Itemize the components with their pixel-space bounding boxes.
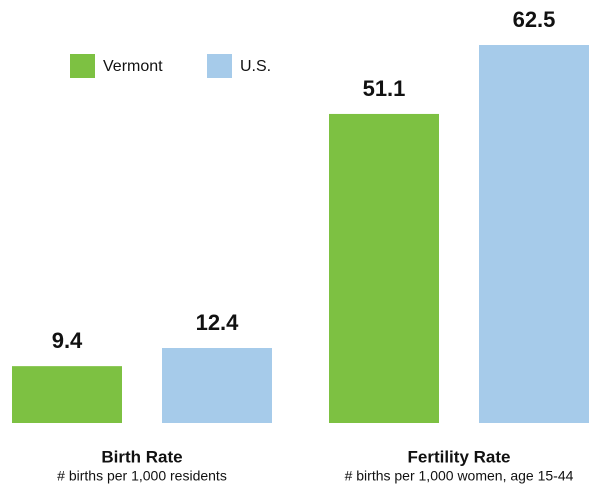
value-label: 12.4 <box>196 310 240 335</box>
bar <box>329 113 439 423</box>
category-note: # births per 1,000 residents <box>57 468 227 484</box>
category-note: # births per 1,000 women, age 15-44 <box>345 468 574 484</box>
legend-swatch <box>70 54 95 78</box>
bar <box>162 348 272 423</box>
category-label: Fertility Rate <box>408 447 511 466</box>
category-label: Birth Rate <box>101 447 182 466</box>
legend-swatch <box>207 54 232 78</box>
value-label: 51.1 <box>363 76 406 101</box>
legend-label: Vermont <box>103 58 163 75</box>
value-label: 9.4 <box>52 328 83 353</box>
value-label: 62.5 <box>513 7 556 32</box>
bar <box>12 366 122 423</box>
legend-label: U.S. <box>240 58 271 75</box>
bar <box>479 45 589 423</box>
